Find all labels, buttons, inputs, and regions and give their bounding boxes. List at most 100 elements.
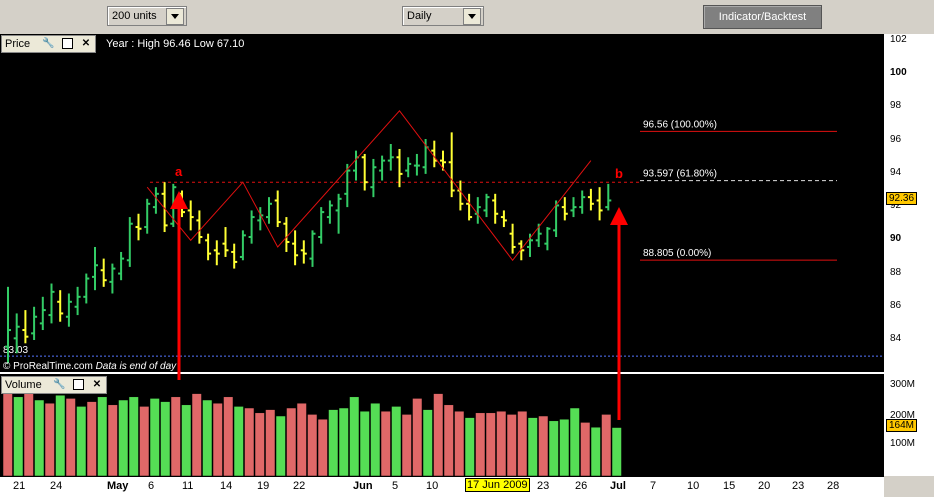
volume-bar <box>191 393 202 476</box>
units-select[interactable]: 200 units <box>107 6 187 26</box>
volume-bar <box>412 398 423 476</box>
volume-bar <box>181 404 192 476</box>
x-tick-label: 17 Jun 2009 <box>465 478 530 492</box>
maximize-icon[interactable] <box>73 379 84 390</box>
x-tick-label: Jul <box>610 480 626 492</box>
price-bar <box>213 240 220 266</box>
volume-bar <box>34 399 45 476</box>
y-tick-label: 90 <box>890 233 902 245</box>
wrench-icon[interactable]: 🔧 <box>53 379 66 390</box>
volume-bar <box>433 393 444 476</box>
volume-bar <box>527 417 538 476</box>
y-tick-label: 92 <box>890 200 902 212</box>
x-axis: 21 24 May 6 11 14 19 22 Jun 5 10 17 Jun 2009 23 26 Jul… <box>0 476 884 497</box>
x-tick-label: 11 <box>182 480 194 492</box>
x-tick-label: May <box>107 480 129 492</box>
price-bar <box>205 233 212 261</box>
y-tick-label: 86 <box>890 299 902 311</box>
price-bar <box>31 306 38 340</box>
volume-bar <box>338 407 349 476</box>
x-tick-label: 20 <box>758 480 771 492</box>
price-bar <box>109 263 116 294</box>
price-bar <box>483 193 490 218</box>
price-bar <box>500 210 507 228</box>
volume-bar <box>485 412 496 476</box>
price-bar <box>544 227 551 251</box>
price-bar <box>248 210 255 244</box>
toolbar: 200 units Daily Indicator/Backtest <box>0 0 934 34</box>
price-bar <box>83 273 90 304</box>
price-bar <box>13 313 20 354</box>
price-bar <box>222 227 229 257</box>
volume-bar <box>44 402 55 476</box>
chevron-down-icon[interactable] <box>463 8 481 25</box>
volume-bar <box>2 393 13 476</box>
price-bar <box>413 153 420 176</box>
price-bar <box>579 190 586 214</box>
volume-bar <box>118 399 129 476</box>
price-bar <box>144 198 151 234</box>
x-tick-label: 21 <box>13 480 26 492</box>
maximize-icon[interactable] <box>62 38 73 49</box>
volume-bar <box>65 398 76 476</box>
price-bar <box>274 190 281 228</box>
price-bar <box>318 207 325 244</box>
price-bar <box>553 200 560 238</box>
arrow-head-icon <box>610 207 628 225</box>
close-icon[interactable]: ✕ <box>92 379 102 390</box>
price-bar <box>57 290 64 322</box>
price-bar <box>570 197 577 218</box>
volume-bar <box>569 407 580 476</box>
price-chart[interactable]: 96.56 (100.00%) 93.597 (61.80%) 88.805 (0.… <box>0 34 884 476</box>
volume-bar <box>13 396 24 476</box>
volume-bar <box>359 410 370 476</box>
volume-bar <box>286 407 297 476</box>
volume-bar <box>464 417 475 476</box>
volume-bar <box>317 418 328 476</box>
volume-bar <box>128 396 139 476</box>
price-bar <box>292 230 299 266</box>
price-bar <box>231 243 238 269</box>
x-tick-label: 10 <box>426 480 439 492</box>
y-tick-label: 98 <box>890 100 902 112</box>
volume-bar <box>370 402 381 476</box>
volume-bar <box>380 410 391 476</box>
x-tick-label: 14 <box>220 480 233 492</box>
volume-bar <box>275 415 286 476</box>
volume-bar <box>307 414 318 476</box>
volume-bar <box>170 396 181 476</box>
x-tick-label: 6 <box>148 480 155 492</box>
current-volume-tag: 164M <box>886 419 918 432</box>
period-select[interactable]: Daily <box>402 6 484 26</box>
volume-bar <box>160 401 171 476</box>
volume-bar <box>401 414 412 476</box>
data-note: Data is end of day <box>95 361 177 372</box>
price-bar <box>326 200 333 224</box>
price-bar <box>196 210 203 244</box>
volume-bar <box>97 396 108 476</box>
close-icon[interactable]: ✕ <box>81 38 91 49</box>
wrench-icon[interactable]: 🔧 <box>42 38 55 49</box>
volume-bar <box>601 414 612 476</box>
copyright-notice: © ProRealTime.com Data is end of day <box>3 361 176 372</box>
volume-bar <box>548 420 559 476</box>
price-bar <box>239 230 246 261</box>
indicator-backtest-button[interactable]: Indicator/Backtest <box>703 5 822 29</box>
price-bar <box>300 240 307 264</box>
volume-bar <box>296 402 307 476</box>
y-tick-label: 96 <box>890 133 902 145</box>
price-bar <box>587 188 594 211</box>
volume-bar <box>212 402 223 476</box>
price-bar <box>22 310 29 344</box>
fib-label: 93.597 (61.80%) <box>643 169 717 180</box>
price-bar <box>387 143 394 171</box>
x-tick-label: 26 <box>575 480 588 492</box>
x-tick-label: 5 <box>392 480 399 492</box>
volume-bar <box>590 426 601 476</box>
chevron-down-icon[interactable] <box>166 8 184 25</box>
y-tick-label: 102 <box>890 34 907 45</box>
volume-bar <box>86 401 97 476</box>
price-bar <box>561 197 568 221</box>
volume-bar <box>454 410 465 476</box>
price-bar <box>596 187 603 221</box>
